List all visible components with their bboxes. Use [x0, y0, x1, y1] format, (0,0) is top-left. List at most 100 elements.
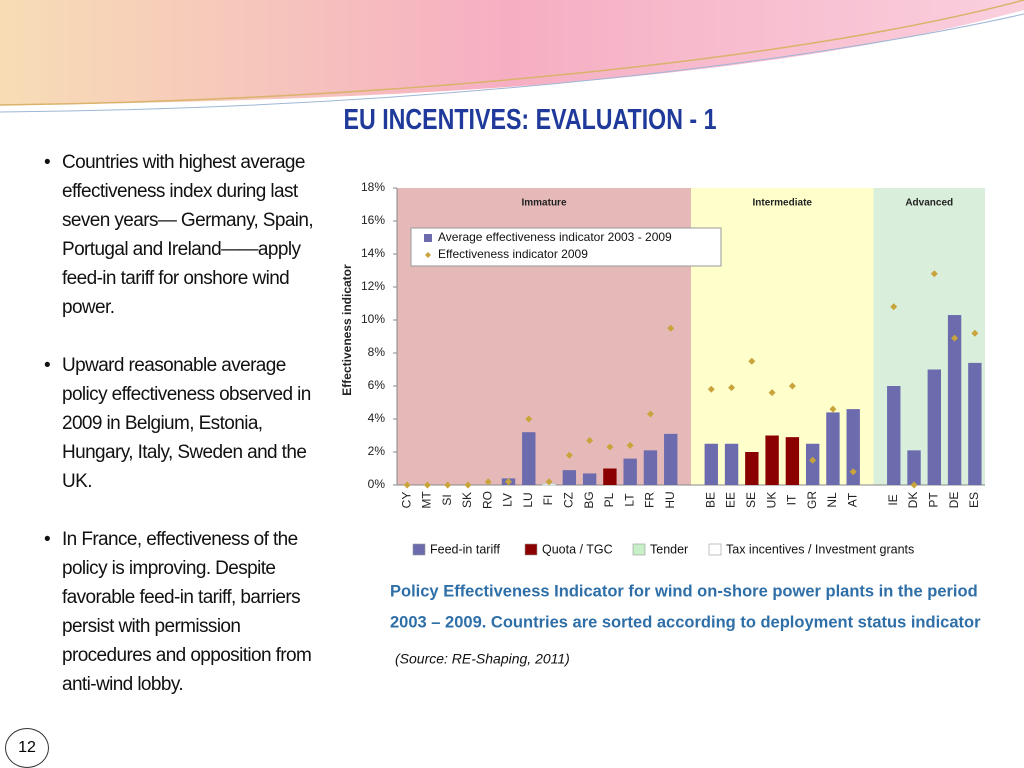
- x-tick-label: RO: [480, 491, 494, 509]
- x-tick-label: SI: [440, 494, 454, 505]
- diamond-marker: [606, 443, 614, 451]
- diamond-marker: [626, 441, 634, 449]
- x-tick-label: DK: [906, 492, 920, 509]
- bullet: Countries with highest average effective…: [40, 148, 330, 322]
- bar: [947, 315, 962, 485]
- diamond-marker: [505, 478, 513, 486]
- y-tick-label: 12%: [361, 279, 385, 293]
- x-tick-label: SE: [744, 492, 758, 508]
- bar: [603, 468, 617, 485]
- diamond-marker: [464, 481, 472, 489]
- bar: [927, 369, 942, 485]
- legend-marker: [632, 543, 646, 556]
- y-tick-label: 18%: [361, 180, 385, 194]
- x-tick-label: MT: [420, 491, 434, 509]
- bar: [968, 362, 982, 485]
- bar: [785, 437, 800, 485]
- diamond-marker: [910, 481, 918, 489]
- diamond-marker: [829, 405, 837, 413]
- diamond-marker: [403, 481, 411, 489]
- diamond-marker: [768, 389, 776, 397]
- bar: [765, 435, 779, 485]
- y-tick-label: 6%: [368, 378, 386, 392]
- bar: [805, 443, 820, 485]
- diamond-marker: [525, 415, 533, 423]
- x-tick-label: CZ: [562, 492, 576, 508]
- x-tick-label: FR: [643, 492, 657, 508]
- x-tick-label: LU: [521, 492, 535, 507]
- bar: [724, 443, 739, 485]
- bar: [664, 433, 678, 485]
- x-tick-label: FI: [541, 495, 555, 506]
- caption: 2003 – 2009. Countries are sorted accord…: [390, 613, 981, 631]
- bar: [846, 409, 860, 485]
- x-tick-label: EE: [724, 492, 738, 508]
- diamond-marker: [930, 270, 938, 278]
- legend-marker: [425, 252, 431, 258]
- legend-marker: [412, 543, 426, 556]
- y-tick-label: 4%: [368, 411, 386, 425]
- x-tick-label: NL: [825, 492, 839, 508]
- diamond-marker: [423, 481, 431, 489]
- x-tick-label: LT: [622, 493, 636, 507]
- y-tick-label: 16%: [361, 213, 385, 227]
- source: (Source: RE-Shaping, 2011): [395, 651, 570, 667]
- diamond-marker: [849, 468, 857, 476]
- legend-label: Quota / TGC: [542, 542, 613, 556]
- x-tick-label: PT: [926, 492, 940, 508]
- bar: [643, 450, 658, 485]
- x-tick-label: UK: [764, 492, 778, 509]
- legend-marker: [424, 234, 432, 242]
- bar: [582, 473, 597, 485]
- x-tick-label: DE: [947, 492, 961, 509]
- diamond-marker: [586, 436, 594, 444]
- diamond-marker: [484, 478, 492, 486]
- x-tick-label: BE: [703, 492, 717, 508]
- x-tick-label: GR: [805, 491, 819, 509]
- bullet: Upward reasonable average policy effecti…: [40, 351, 330, 496]
- bar: [623, 458, 637, 485]
- slide-title: EU INCENTIVES: EVALUATION - 1: [343, 104, 717, 136]
- caption: Policy Effectiveness Indicator for wind …: [390, 582, 978, 600]
- x-tick-label: BG: [582, 491, 596, 508]
- diamond-marker: [565, 451, 573, 459]
- x-tick-label: LV: [501, 493, 515, 507]
- bar: [522, 432, 536, 485]
- legend-label: Tax incentives / Investment grants: [726, 542, 914, 556]
- y-tick-label: 2%: [368, 444, 386, 458]
- x-tick-label: SK: [460, 492, 474, 508]
- region-label: Advanced: [905, 198, 953, 209]
- bar: [887, 386, 901, 485]
- x-tick-label: IT: [785, 494, 799, 505]
- x-tick-label: CY: [399, 492, 413, 509]
- bullet-list: Countries with highest average effective…: [40, 148, 330, 728]
- legend-label: Effectiveness indicator 2009: [438, 247, 588, 261]
- legend-marker: [524, 543, 538, 556]
- diamond-marker: [545, 478, 553, 486]
- y-tick-label: 8%: [368, 345, 386, 359]
- diamond-marker: [890, 303, 898, 311]
- region-label: Immature: [521, 198, 566, 209]
- x-tick-label: ES: [967, 492, 981, 508]
- diamond-marker: [444, 481, 452, 489]
- x-tick-label: HU: [663, 491, 677, 508]
- diamond-marker: [646, 410, 654, 418]
- bullet: In France, effectiveness of the policy i…: [40, 525, 330, 699]
- legend-label: Average effectiveness indicator 2003 - 2…: [438, 230, 672, 244]
- bar: [907, 450, 921, 485]
- legend-box: [410, 227, 722, 267]
- diamond-marker: [971, 329, 979, 337]
- diamond-marker: [728, 384, 736, 392]
- bar: [826, 412, 840, 485]
- y-tick-label: 14%: [361, 246, 385, 260]
- y-axis-label: Effectiveness indicator: [340, 264, 354, 396]
- diamond-marker: [667, 324, 675, 332]
- y-tick-label: 10%: [361, 312, 385, 326]
- diamond-marker: [951, 334, 959, 342]
- diamond-marker: [809, 456, 817, 464]
- x-tick-label: IE: [886, 494, 900, 505]
- region-label: Intermediate: [753, 198, 813, 209]
- bar: [562, 470, 577, 485]
